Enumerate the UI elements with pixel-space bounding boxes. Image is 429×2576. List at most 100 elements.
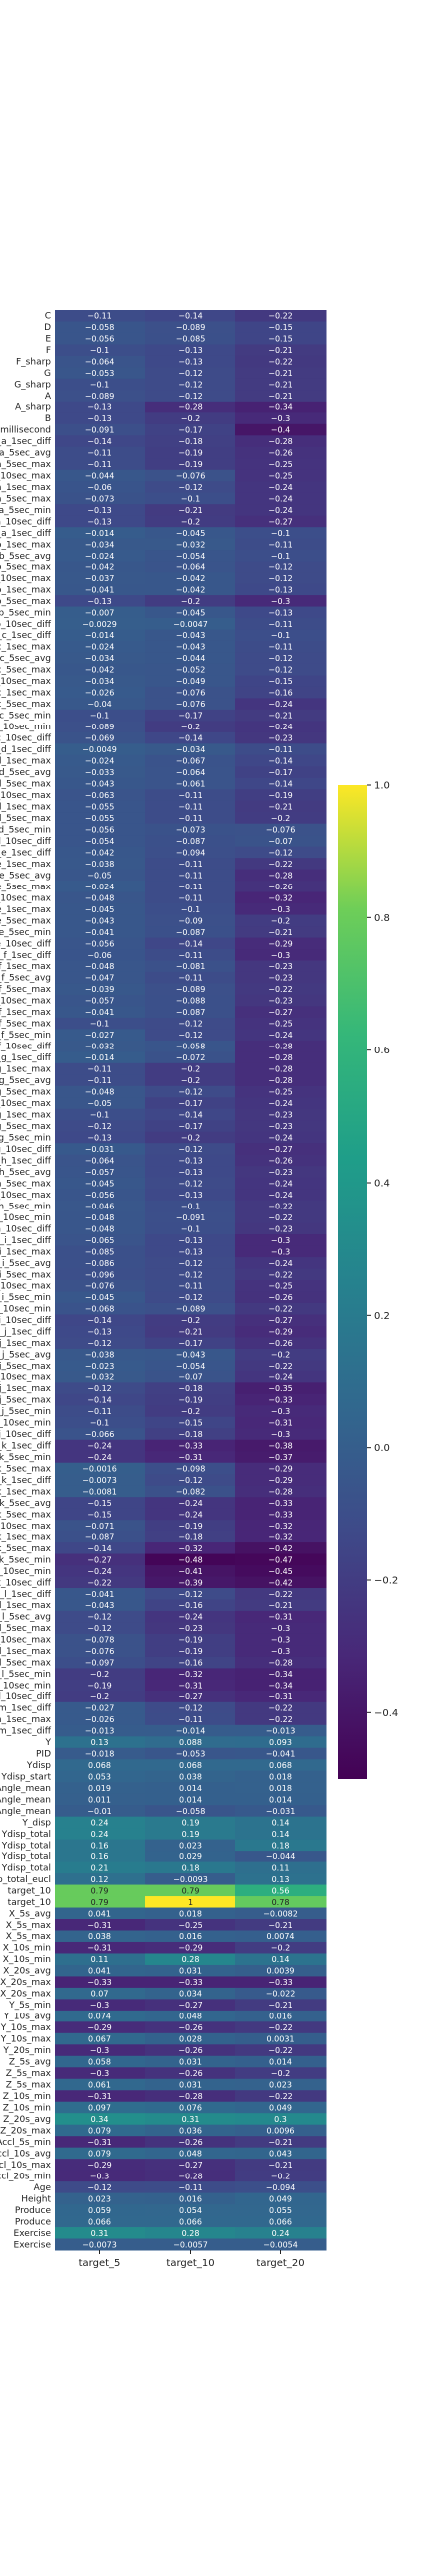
heatmap-cell (55, 401, 146, 413)
cell-value: −0.24 (268, 1179, 293, 1188)
cell-value: −0.11 (87, 1076, 112, 1085)
heatmap-cell (145, 846, 236, 859)
heatmap-cell (145, 561, 236, 573)
heatmap-cell (235, 903, 327, 916)
heatmap-cell (145, 823, 236, 836)
cell-value: −0.21 (268, 1601, 293, 1610)
cell-value: −0.054 (85, 837, 115, 846)
cell-value: −0.066 (85, 1430, 115, 1439)
cell-value: −0.12 (178, 1179, 203, 1188)
cell-value: −0.041 (85, 1590, 115, 1599)
row-label: Meanangle_f_5sec_max (0, 985, 52, 995)
cell-value: −0.098 (176, 1464, 206, 1473)
cell-value: −0.14 (87, 1316, 112, 1325)
cell-value: −0.21 (178, 506, 203, 515)
cell-value: −0.12 (268, 666, 293, 675)
cell-value: −0.34 (268, 1682, 293, 1690)
heatmap-cell (55, 1976, 146, 1989)
row-label: Z_5s_avg (9, 2058, 51, 2068)
row-label: Exercise (14, 2240, 52, 2250)
heatmap-cell (145, 1645, 236, 1658)
row-label: Meanangle_l_5sec_max (0, 1659, 52, 1669)
heatmap-cell (145, 1325, 236, 1338)
row-label: Meanangle_b_5sec_max (0, 563, 52, 572)
cell-value: −0.31 (87, 2138, 112, 2147)
heatmap-cell (145, 1120, 236, 1133)
cell-value: −0.024 (85, 643, 115, 652)
cell-value: −0.11 (178, 2183, 203, 2192)
heatmap-cell (55, 2090, 146, 2103)
row-label: G (44, 369, 51, 379)
cell-value: −0.037 (85, 574, 115, 583)
cell-value: −0.35 (268, 1384, 293, 1393)
heatmap-cell (145, 698, 236, 711)
cell-value: −0.24 (268, 1191, 293, 1200)
cell-value: −0.056 (85, 939, 115, 948)
heatmap-cell (55, 1051, 146, 1064)
heatmap-cell (145, 1439, 236, 1452)
heatmap-cell (235, 1508, 327, 1521)
cell-value: −0.15 (268, 323, 293, 332)
cell-value: −0.055 (85, 814, 115, 823)
heatmap-cell (145, 1542, 236, 1555)
row-label: Meanangle_h_5sec_min (0, 1202, 51, 1211)
heatmap-cell (145, 2113, 236, 2126)
row-label: Angle_mean (0, 1795, 51, 1805)
cell-value: −0.34 (268, 403, 293, 412)
heatmap-cell (55, 469, 146, 482)
heatmap-cell (235, 1542, 327, 1555)
heatmap-cell (55, 1348, 146, 1361)
cell-value: 0.097 (88, 2103, 111, 2112)
heatmap-cell (55, 721, 146, 733)
cell-value: −0.11 (178, 860, 203, 869)
heatmap-cell (235, 1428, 327, 1441)
heatmap-cell (235, 663, 327, 676)
heatmap-cell (145, 2090, 236, 2103)
cell-value: −0.19 (268, 791, 293, 800)
heatmap-cell (235, 1713, 327, 1726)
cell-value: −0.3 (90, 2172, 109, 2180)
cell-value: −0.043 (176, 643, 206, 652)
row-label: Meanangle_f_5sec_avg (0, 974, 51, 984)
heatmap-cell (235, 1189, 327, 1202)
row-label: Meanangle_i_1sec_max (0, 1247, 52, 1257)
heatmap-cell (145, 1520, 236, 1532)
heatmap-cell (55, 1679, 146, 1691)
row-label: Meanangle_i_10sec_max (0, 1282, 52, 1292)
cell-value: 0.079 (88, 2149, 111, 2158)
cell-value: −0.3 (271, 905, 290, 914)
heatmap-cell (55, 1257, 146, 1270)
cell-value: −0.33 (268, 1978, 293, 1987)
heatmap-cell (55, 869, 146, 882)
row-label: Meanangle_f_10sec_max (0, 997, 52, 1007)
cell-value: 0.029 (179, 1852, 202, 1861)
cell-value: 0.038 (88, 1932, 111, 1941)
cell-value: −0.29 (268, 1328, 293, 1337)
cell-value: −0.33 (178, 1978, 203, 1987)
cell-value: 0.12 (91, 1875, 109, 1884)
row-label: Meanangle_k_5sec_max (0, 1510, 52, 1520)
cell-value: −0.25 (268, 1088, 293, 1097)
cell-value: −0.32 (178, 1544, 203, 1553)
heatmap-cell (235, 971, 327, 984)
row-label: Meanangle_i_5sec_max (0, 1270, 52, 1280)
cell-value: −0.11 (268, 620, 293, 629)
heatmap-cell (55, 390, 146, 402)
cell-value: 0.058 (88, 2058, 111, 2067)
heatmap-cell (145, 401, 236, 413)
heatmap-cell (235, 1770, 327, 1783)
row-label: Meanangle_l_1sec_max (0, 1647, 52, 1657)
heatmap-cell (235, 550, 327, 563)
heatmap-cell (145, 1348, 236, 1361)
cell-value: −0.3 (271, 1636, 290, 1645)
cell-value: −0.0057 (173, 2240, 208, 2249)
heatmap-cell (145, 1759, 236, 1772)
heatmap-cell (145, 1782, 236, 1795)
heatmap-cell (235, 1154, 327, 1167)
cell-value: −0.33 (268, 1499, 293, 1508)
cell-value: −0.11 (178, 814, 203, 823)
heatmap-cell (235, 1565, 327, 1578)
cell-value: −0.26 (178, 2023, 203, 2032)
cell-value: −0.22 (268, 2046, 293, 2055)
row-label: Ydisp_total (1, 1830, 51, 1840)
